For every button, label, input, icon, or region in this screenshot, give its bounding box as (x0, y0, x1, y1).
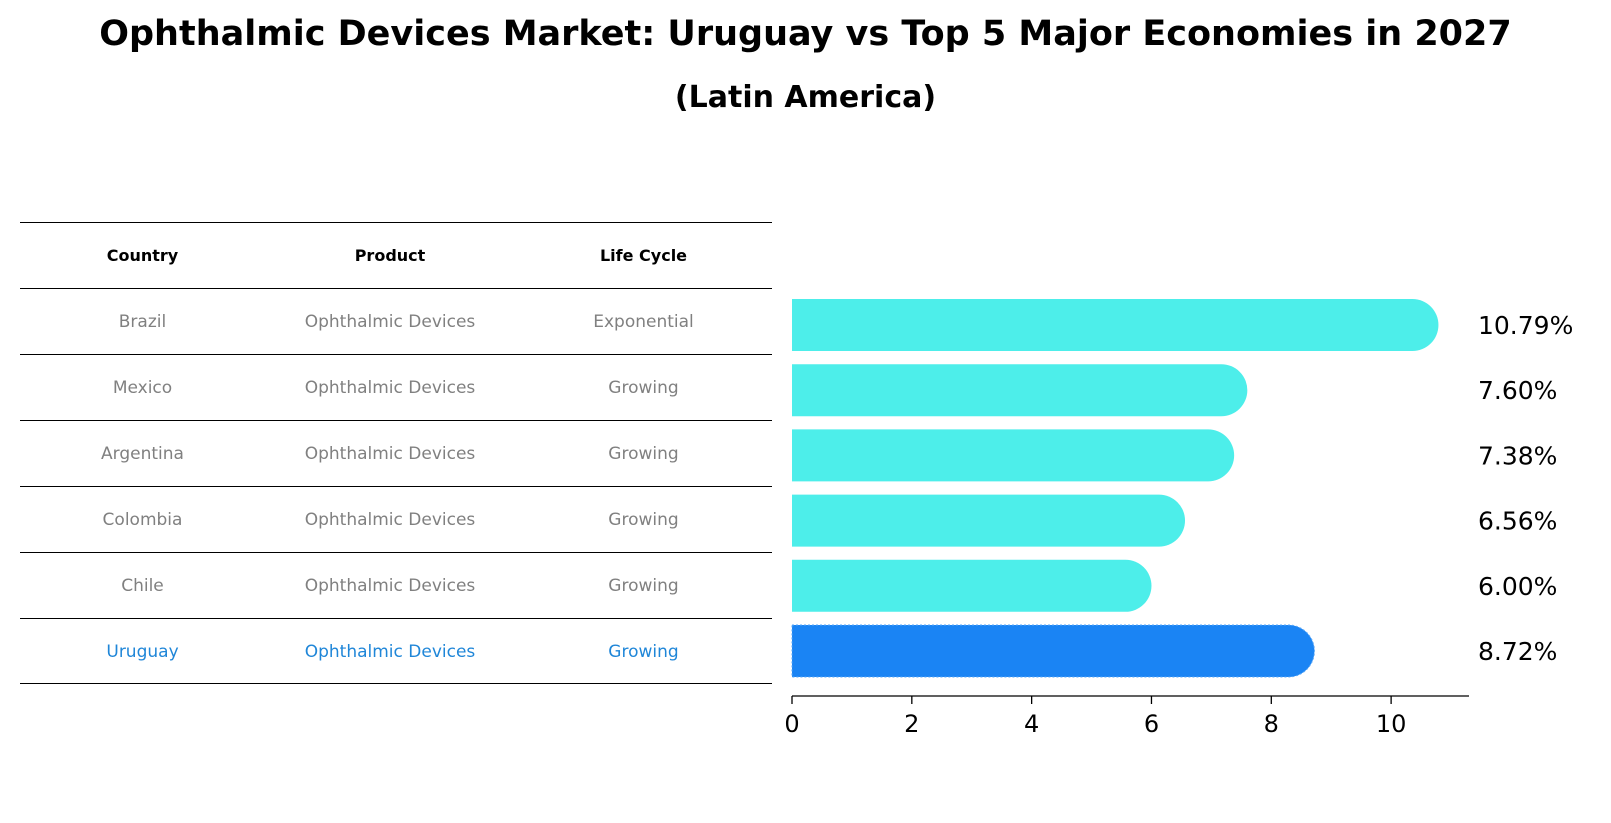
bar-uruguay (791, 624, 1315, 678)
country-cell: Mexico (112, 378, 173, 398)
value-label-mexico: 7.60% (1478, 376, 1557, 405)
life-cycle-cell: Growing (608, 378, 679, 398)
table-row: Colombia Ophthalmic Devices Growing (20, 486, 772, 552)
country-cell: Colombia (102, 510, 183, 530)
value-label-argentina: 7.38% (1478, 441, 1557, 470)
value-label-brazil: 10.79% (1478, 311, 1573, 340)
x-tick-label: 0 (784, 710, 799, 738)
product-cell: Ophthalmic Devices (304, 312, 476, 332)
country-cell: Brazil (118, 312, 167, 332)
country-cell: Uruguay (106, 642, 179, 662)
header-life-cycle: Life Cycle (599, 246, 688, 265)
country-cell: Chile (121, 576, 164, 596)
life-cycle-cell: Growing (608, 576, 679, 596)
x-tick-label: 4 (1024, 710, 1039, 738)
product-cell: Ophthalmic Devices (304, 576, 476, 596)
life-cycle-cell: Growing (608, 642, 679, 662)
data-table: Country Product Life Cycle Brazil Ophtha… (20, 222, 772, 684)
value-label-uruguay: 8.72% (1478, 637, 1557, 666)
x-tick-label: 6 (1144, 710, 1159, 738)
chart-title: Ophthalmic Devices Market: Uruguay vs To… (99, 14, 1512, 54)
value-label-chile: 6.00% (1478, 572, 1557, 601)
value-label-colombia: 6.56% (1478, 507, 1557, 536)
life-cycle-cell: Exponential (593, 312, 694, 332)
product-cell: Ophthalmic Devices (304, 510, 476, 530)
country-cell: Argentina (101, 444, 184, 464)
table-row: Chile Ophthalmic Devices Growing (20, 552, 772, 618)
x-tick-label: 2 (904, 710, 919, 738)
table-row-highlighted: Uruguay Ophthalmic Devices Growing (20, 618, 772, 684)
header-product: Product (354, 246, 426, 265)
product-cell: Ophthalmic Devices (304, 444, 476, 464)
x-tick-label: 8 (1264, 710, 1279, 738)
life-cycle-cell: Growing (608, 444, 679, 464)
table-row: Argentina Ophthalmic Devices Growing (20, 420, 772, 486)
bar-chile (792, 559, 1152, 612)
bar-argentina (792, 429, 1235, 482)
bar-colombia (792, 494, 1186, 547)
product-cell: Ophthalmic Devices (304, 378, 476, 398)
table-row: Mexico Ophthalmic Devices Growing (20, 354, 772, 420)
life-cycle-cell: Growing (608, 510, 679, 530)
chart-subtitle: (Latin America) (674, 80, 937, 115)
header-country: Country (106, 246, 179, 265)
x-tick-label: 10 (1376, 710, 1407, 738)
product-cell: Ophthalmic Devices (304, 642, 476, 662)
table-header-row: Country Product Life Cycle (20, 222, 772, 288)
table-row: Brazil Ophthalmic Devices Exponential (20, 288, 772, 354)
bar-brazil (792, 299, 1439, 351)
bar-mexico (792, 364, 1248, 417)
